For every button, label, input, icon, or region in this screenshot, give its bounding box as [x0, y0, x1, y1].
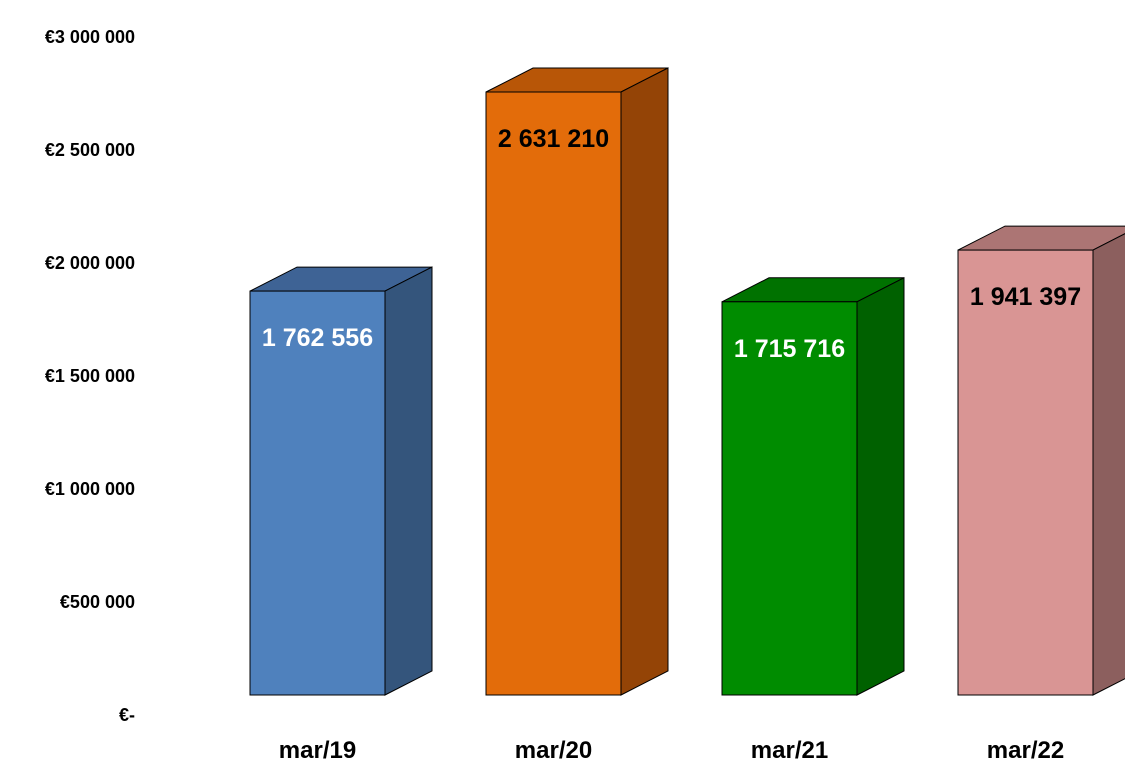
bar-side-face [620, 67, 669, 696]
bar-front-face [957, 249, 1094, 696]
y-tick-label: €- [119, 705, 135, 725]
bar-front-face [721, 301, 858, 696]
y-axis-ticks: €- €500 000 €1 000 000 €1 500 000 €2 000 000… [45, 27, 135, 725]
y-tick-label: €3 000 000 [45, 27, 135, 47]
bar-front-face [485, 91, 622, 696]
data-label: 1 762 556 [262, 324, 373, 352]
bar [485, 67, 669, 696]
y-tick-label: €2 500 000 [45, 140, 135, 160]
bar-front-face [249, 290, 386, 696]
x-tick-label: mar/22 [987, 737, 1064, 764]
data-label: 2 631 210 [498, 125, 609, 153]
x-tick-label: mar/20 [515, 737, 592, 764]
data-label: 1 715 716 [734, 335, 845, 363]
bar [249, 266, 433, 696]
data-labels: 1 762 556 2 631 210 1 715 716 1 941 397 [262, 125, 1081, 363]
bar-side-face [1092, 233, 1125, 696]
bar-side-face [856, 276, 905, 696]
x-tick-label: mar/21 [751, 737, 828, 764]
x-axis-ticks: mar/19 mar/20 mar/21 mar/22 [279, 737, 1064, 764]
bar [721, 276, 905, 696]
y-tick-label: €1 500 000 [45, 366, 135, 386]
data-label: 1 941 397 [970, 283, 1081, 311]
bar-group [249, 67, 1125, 696]
x-tick-label: mar/19 [279, 737, 356, 764]
y-tick-label: €500 000 [60, 592, 135, 612]
y-tick-label: €1 000 000 [45, 479, 135, 499]
bar [957, 225, 1125, 696]
y-tick-label: €2 000 000 [45, 253, 135, 273]
bar-side-face [384, 266, 433, 696]
